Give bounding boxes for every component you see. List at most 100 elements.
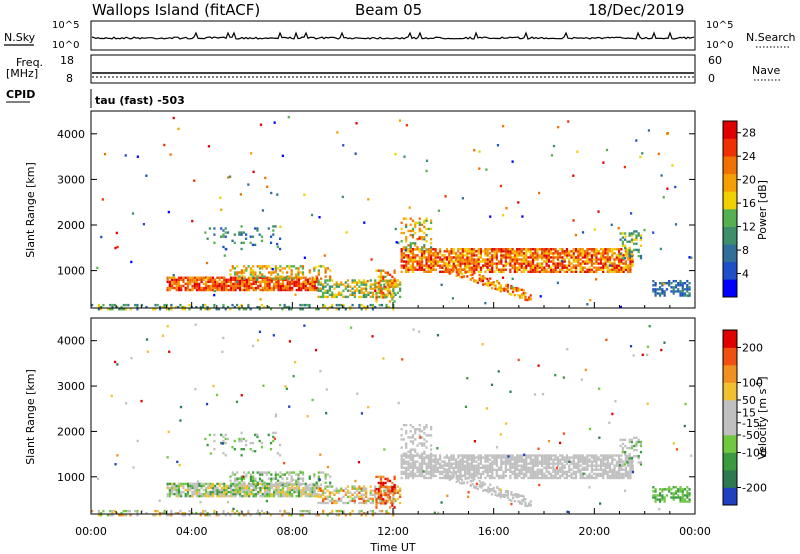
- scatter-cell: [688, 286, 691, 289]
- scatter-cell: [590, 262, 594, 265]
- scatter-cell: [411, 462, 415, 465]
- scatter-cell: [586, 474, 589, 478]
- scatter-cell: [470, 460, 473, 463]
- scatter-cell: [543, 252, 546, 255]
- scatter-cell: [209, 492, 212, 496]
- scatter-cell: [445, 258, 449, 261]
- scatter-cell: [191, 494, 194, 498]
- scatter-cell: [473, 440, 477, 443]
- scatter-cell: [511, 260, 514, 263]
- scatter-cell: [304, 278, 307, 281]
- scatter-cell: [313, 277, 316, 280]
- scatter-cell: [461, 468, 464, 472]
- scatter-cell: [349, 305, 352, 309]
- scatter-cell: [198, 284, 201, 288]
- scatter-cell: [473, 258, 476, 261]
- scatter-cell: [639, 444, 643, 448]
- scatter-cell: [243, 490, 246, 494]
- scatter-cell: [136, 303, 139, 307]
- scatter-cell: [365, 283, 368, 286]
- scatter-cell: [369, 285, 372, 288]
- scatter-cell: [275, 284, 278, 288]
- scatter-cell: [423, 425, 426, 429]
- scatter-cell: [486, 260, 489, 263]
- scatter-cell: [198, 286, 201, 290]
- scatter-cell: [668, 279, 671, 283]
- scatter-cell: [593, 228, 596, 231]
- scatter-cell: [531, 252, 535, 255]
- scatter-cell: [579, 458, 582, 461]
- scatter-cell: [261, 492, 264, 496]
- scatter-cell: [277, 280, 280, 284]
- scatter-cell: [543, 260, 546, 263]
- scatter-cell: [261, 479, 264, 482]
- scatter-cell: [379, 489, 383, 493]
- scatter-cell: [207, 280, 210, 284]
- scatter-cell: [491, 454, 494, 457]
- scatter-cell: [396, 291, 399, 294]
- scatter-cell: [556, 250, 560, 253]
- scatter-cell: [641, 353, 644, 357]
- scatter-cell: [595, 462, 598, 465]
- scatter-cell: [315, 492, 319, 496]
- scatter-cell: [272, 233, 275, 236]
- scatter-cell: [460, 272, 464, 276]
- scatter-cell: [277, 490, 280, 494]
- scatter-cell: [281, 514, 284, 517]
- scatter-cell: [620, 464, 623, 467]
- scatter-cell: [337, 291, 341, 294]
- scatter-cell: [409, 244, 412, 247]
- scatter-cell: [466, 476, 469, 480]
- scatter-cell: [182, 284, 185, 288]
- scatter-cell: [618, 464, 622, 467]
- scatter-cell: [229, 486, 233, 490]
- scatter-cell: [418, 462, 421, 465]
- scatter-cell: [243, 488, 246, 492]
- scatter-cell: [245, 514, 248, 517]
- scatter-cell: [468, 470, 471, 474]
- scatter-cell: [365, 514, 368, 517]
- scatter-cell: [611, 252, 614, 255]
- scatter-cell: [369, 491, 372, 494]
- scatter-cell: [464, 477, 467, 480]
- scatter-cell: [611, 456, 614, 459]
- scatter-cell: [659, 288, 662, 291]
- scatter-cell: [495, 464, 498, 467]
- scatter-cell: [337, 491, 341, 494]
- scatter-cell: [617, 268, 621, 271]
- scatter-cell: [439, 458, 442, 461]
- scatter-cell: [384, 279, 387, 283]
- scatter-cell: [559, 460, 562, 463]
- scatter-cell: [479, 472, 483, 476]
- scatter-cell: [586, 256, 589, 259]
- scatter-cell: [538, 254, 541, 257]
- scatter-cell: [660, 174, 663, 177]
- scatter-cell: [256, 471, 259, 474]
- scatter-cell: [258, 305, 261, 309]
- scatter-cell: [484, 468, 487, 472]
- scatter-cell: [382, 357, 385, 360]
- scatter-cell: [238, 280, 242, 284]
- scatter-cell: [622, 474, 625, 478]
- scatter-cell: [511, 466, 514, 469]
- scatter-cell: [299, 308, 302, 311]
- scatter-cell: [407, 270, 410, 274]
- scatter-cell: [439, 252, 442, 255]
- scatter-cell: [288, 282, 292, 286]
- scatter-cell: [522, 460, 526, 463]
- scatter-cell: [626, 446, 629, 450]
- scatter-cell: [213, 511, 216, 515]
- scatter-cell: [309, 280, 312, 284]
- scatter-cell: [443, 254, 446, 257]
- scatter-cell: [243, 492, 246, 496]
- scatter-cell: [595, 258, 598, 261]
- scatter-cell: [227, 284, 230, 288]
- scatter-cell: [441, 254, 444, 257]
- scatter-cell: [294, 360, 297, 364]
- scatter-cell: [405, 238, 408, 241]
- scatter-cell: [499, 184, 503, 188]
- scatter-cell: [617, 256, 621, 259]
- scatter-cell: [450, 258, 453, 261]
- scatter-cell: [122, 303, 125, 307]
- scatter-cell: [509, 252, 512, 255]
